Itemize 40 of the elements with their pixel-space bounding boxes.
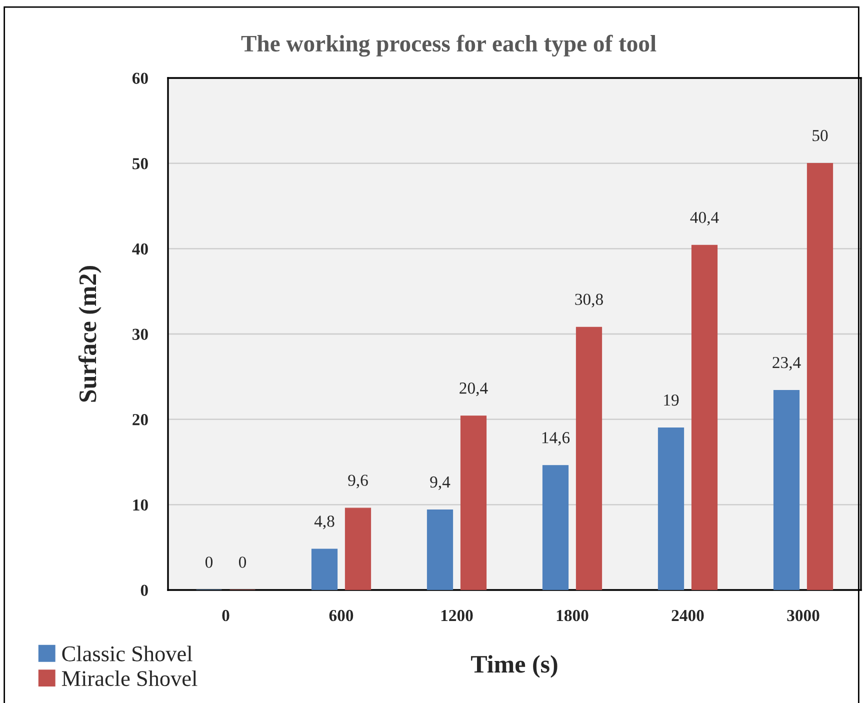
- data-label: 0: [238, 556, 246, 568]
- bar: [691, 244, 718, 590]
- y-tick-label: 0: [140, 584, 148, 596]
- data-label: 0: [205, 556, 213, 568]
- bar: [658, 428, 684, 590]
- y-tick-label: 40: [132, 243, 148, 255]
- bar: [773, 390, 800, 590]
- bar: [806, 162, 834, 590]
- data-label: 9,4: [430, 476, 450, 490]
- chart-title: The working process for each type of tool: [241, 34, 656, 57]
- legend-label: Classic Shovel: [62, 646, 192, 662]
- legend-label: Miracle Shovel: [62, 670, 198, 686]
- bar: [311, 548, 338, 590]
- data-label: 14,6: [542, 432, 570, 446]
- x-axis-title: Time (s): [471, 655, 558, 678]
- x-tick-label: 3000: [787, 610, 820, 622]
- bar: [460, 416, 487, 590]
- y-tick-label: 10: [133, 499, 148, 511]
- x-tick-label: 600: [329, 610, 354, 622]
- data-label: 4,8: [314, 516, 334, 530]
- x-tick-label: 1200: [441, 610, 473, 622]
- data-label: 50: [812, 130, 828, 142]
- bar: [542, 465, 569, 590]
- y-tick-label: 60: [132, 72, 148, 84]
- data-label: 20,4: [460, 382, 488, 396]
- y-tick-label: 30: [132, 328, 148, 340]
- x-tick-label: 1800: [556, 610, 588, 622]
- y-tick-label: 20: [132, 414, 148, 426]
- bar: [426, 509, 454, 590]
- data-label: 30,8: [575, 294, 603, 308]
- x-tick-label: 2400: [672, 610, 704, 622]
- bar: [576, 326, 602, 590]
- data-label: 19: [664, 394, 679, 406]
- data-label: 9,6: [348, 474, 368, 488]
- y-tick-label: 50: [132, 158, 148, 170]
- data-label: 23,4: [772, 356, 801, 371]
- data-label: 40,4: [690, 212, 719, 226]
- bar: [344, 508, 372, 590]
- y-axis-title: Surface (m2): [78, 266, 102, 402]
- x-tick-label: 0: [222, 610, 230, 622]
